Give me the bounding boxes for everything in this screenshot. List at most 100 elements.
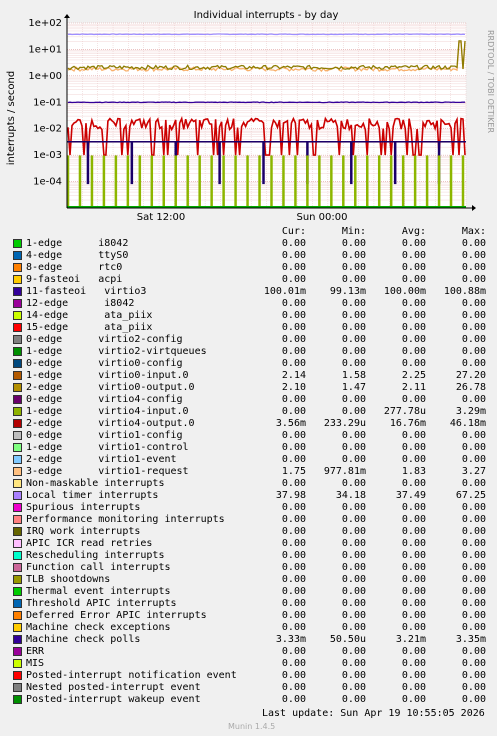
legend-max: 0.00 [461, 274, 486, 285]
legend-cur: 0.00 [281, 646, 306, 657]
legend-cur: 0.00 [281, 514, 306, 525]
legend-label: Rescheduling interrupts [26, 550, 165, 561]
series-line [67, 40, 466, 71]
legend-avg: 0.00 [401, 394, 426, 405]
legend-swatch [13, 394, 22, 404]
legend-cur: 0.00 [281, 442, 306, 453]
legend-avg: 0.00 [401, 502, 426, 513]
y-tick-label: 1e-01 [33, 97, 62, 108]
legend-swatch [13, 298, 22, 308]
legend-min: 0.00 [341, 454, 366, 465]
legend-label: 4-edge ttyS0 [26, 250, 129, 261]
legend-row: Spurious interrupts 0.00 0.00 0.00 0.00 [8, 502, 486, 514]
series-line [67, 101, 466, 104]
legend-max: 0.00 [461, 502, 486, 513]
last-update: Last update: Sun Apr 19 10:55:05 2026 [262, 708, 485, 719]
legend-swatch [13, 382, 22, 392]
legend-header: Cur: Min: Avg: Max: [8, 226, 486, 238]
legend-min: 0.00 [341, 238, 366, 249]
legend-label: MIS [26, 658, 45, 669]
legend-max: 0.00 [461, 586, 486, 597]
legend-name-cell: 11-fasteoi virtio3 [8, 286, 238, 298]
legend-min: 0.00 [341, 526, 366, 537]
legend-row: Posted-interrupt notification event 0.00 0… [8, 670, 486, 682]
legend-min: 0.00 [341, 598, 366, 609]
legend-name-cell: Spurious interrupts [8, 502, 238, 514]
legend-name-cell: 1-edge virtio1-control [8, 442, 238, 454]
legend-avg: 0.00 [401, 550, 426, 561]
legend-min: 1.47 [341, 382, 366, 393]
legend-min: 0.00 [341, 610, 366, 621]
legend-avg: 0.00 [401, 310, 426, 321]
legend-cur: 0.00 [281, 346, 306, 357]
legend-min: 0.00 [341, 406, 366, 417]
series-line [67, 115, 466, 156]
legend-name-cell: Posted-interrupt wakeup event [8, 694, 238, 706]
legend-swatch [13, 466, 22, 476]
legend-row: 1-edge virtio1-control 0.00 0.00 0.00 0.00 [8, 442, 486, 454]
legend-min: 0.00 [341, 322, 366, 333]
legend-min: 1.58 [341, 370, 366, 381]
legend-cur: 0.00 [281, 670, 306, 681]
legend-row: 0-edge virtio4-config 0.00 0.00 0.00 0.00 [8, 394, 486, 406]
legend-name-cell: 4-edge ttyS0 [8, 250, 238, 262]
legend-max: 46.18m [449, 418, 486, 429]
rrdtool-credit: RRDTOOL / TOBI OETIKER [486, 30, 495, 134]
legend-cur: 0.00 [281, 658, 306, 669]
legend-avg: 0.00 [401, 562, 426, 573]
legend-label: 8-edge rtc0 [26, 262, 123, 273]
legend-swatch [13, 622, 22, 632]
legend-swatch [13, 370, 22, 380]
legend-row: Function call interrupts 0.00 0.00 0.00 0.00 [8, 562, 486, 574]
legend-cur: 37.98 [275, 490, 306, 501]
legend-swatch [13, 418, 22, 428]
legend-max: 0.00 [461, 334, 486, 345]
legend-swatch [13, 262, 22, 272]
legend-max: 3.29m [455, 406, 486, 417]
legend-header-name [8, 226, 238, 238]
legend-avg: 0.00 [401, 670, 426, 681]
legend-label: Function call interrupts [26, 562, 171, 573]
legend-label: APIC ICR read retries [26, 538, 153, 549]
legend-avg: 0.00 [401, 682, 426, 693]
legend-min: 99.13m [329, 286, 366, 297]
legend-label: 2-edge virtio4-output.0 [26, 418, 195, 429]
legend-max: 0.00 [461, 538, 486, 549]
legend-row: Rescheduling interrupts 0.00 0.00 0.00 0.00 [8, 550, 486, 562]
legend-avg: 0.00 [401, 442, 426, 453]
legend-swatch [13, 526, 22, 536]
legend-label: 14-edge ata_piix [26, 310, 153, 321]
legend-max: 3.35m [455, 634, 486, 645]
legend-row: Machine check exceptions 0.00 0.00 0.00 0.00 [8, 622, 486, 634]
y-tick-label: 1e+01 [28, 44, 62, 55]
legend-avg: 0.00 [401, 610, 426, 621]
legend-avg: 0.00 [401, 358, 426, 369]
legend-cur: 3.56m [275, 418, 306, 429]
legend-max: 0.00 [461, 550, 486, 561]
legend-swatch [13, 586, 22, 596]
legend-min: 0.00 [341, 538, 366, 549]
legend-label: Machine check polls [26, 634, 141, 645]
legend-cur: 0.00 [281, 478, 306, 489]
legend-max: 0.00 [461, 430, 486, 441]
legend-label: Deferred Error APIC interrupts [26, 610, 207, 621]
legend-swatch [13, 634, 22, 644]
legend-max: 0.00 [461, 670, 486, 681]
legend-row: Thermal event interrupts 0.00 0.00 0.00 0.00 [8, 586, 486, 598]
legend-avg: 0.00 [401, 262, 426, 273]
legend-label: Performance monitoring interrupts [26, 514, 225, 525]
legend-cur: 0.00 [281, 526, 306, 537]
legend-name-cell: 1-edge i8042 [8, 238, 238, 250]
legend-row: IRQ work interrupts 0.00 0.00 0.00 0.00 [8, 526, 486, 538]
legend-min: 0.00 [341, 514, 366, 525]
legend-name-cell: 0-edge virtio4-config [8, 394, 238, 406]
legend-label: IRQ work interrupts [26, 526, 141, 537]
legend-label: ERR [26, 646, 45, 657]
legend-row: 0-edge virtio0-config 0.00 0.00 0.00 0.00 [8, 358, 486, 370]
legend-row: 0-edge virtio1-config 0.00 0.00 0.00 0.00 [8, 430, 486, 442]
legend-swatch [13, 670, 22, 680]
legend-cur: 0.00 [281, 586, 306, 597]
legend-max: 0.00 [461, 658, 486, 669]
legend-max: 0.00 [461, 478, 486, 489]
legend-avg: 2.25 [401, 370, 426, 381]
